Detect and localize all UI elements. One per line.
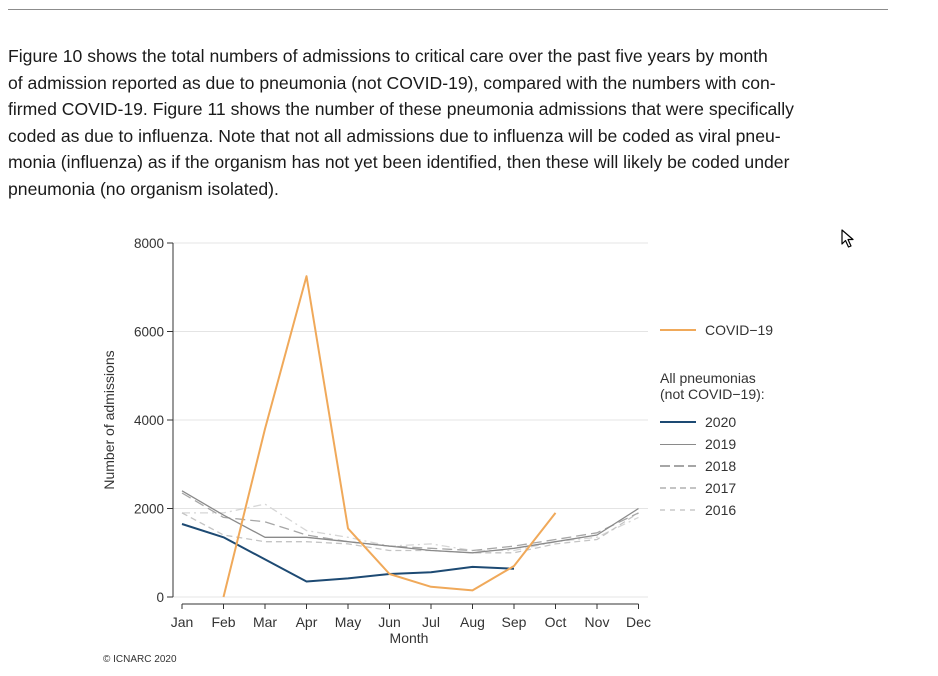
paragraph-line: of admission reported as due to pneumoni…	[8, 72, 776, 93]
x-tick-label: Jun	[378, 614, 401, 630]
chart-axes: 0 2000 4000 6000 8000 Jan Feb Mar Apr May Jun Jul Au…	[101, 236, 651, 646]
y-axis-title: Number of admissions	[101, 350, 117, 489]
legend-label: 2019	[705, 436, 737, 452]
legend-label: 2016	[705, 502, 737, 518]
paragraph-line: monia (influenza) as if the organism has…	[8, 152, 790, 172]
legend-label: 2020	[705, 414, 737, 430]
legend-item-2018: 2018	[660, 457, 736, 475]
legend-label: 2018	[705, 458, 737, 474]
x-tick-label: Feb	[211, 614, 235, 630]
intro-paragraph: Figure 10 shows the total numbers of adm…	[8, 43, 898, 202]
series-line-2016	[182, 503, 639, 552]
x-tick-label: Oct	[545, 614, 567, 630]
series-line-2017	[181, 512, 639, 554]
y-tick-label: 4000	[134, 413, 164, 428]
x-tick-label: Apr	[296, 614, 318, 630]
paragraph-line: firmed COVID-19. Figure 11 shows the num…	[8, 99, 794, 119]
legend-swatch	[660, 487, 696, 489]
paragraph-line: coded as due to influenza. Note that not…	[8, 125, 781, 146]
x-tick-label: Nov	[585, 614, 610, 630]
copyright-credit: © ICNARC 2020	[103, 654, 177, 665]
x-tick-label: May	[335, 614, 361, 630]
legend-item-2016: 2016	[660, 501, 736, 519]
legend-item-2019: 2019	[660, 435, 736, 453]
legend-item-2017: 2017	[660, 479, 736, 497]
legend-swatch	[660, 443, 696, 445]
legend-swatch	[660, 465, 696, 467]
y-tick-label: 0	[156, 590, 164, 605]
legend-group-heading: All pneumonias (not COVID−19):	[660, 370, 765, 402]
x-tick-label: Mar	[253, 614, 277, 630]
series-line-2019	[181, 490, 639, 554]
chart-series	[181, 275, 639, 598]
legend-item-2020: 2020	[660, 413, 736, 431]
x-axis-title: Month	[390, 630, 429, 646]
series-line-covid-19	[222, 275, 557, 598]
legend-item-covid: COVID−19	[660, 321, 773, 339]
top-divider	[8, 9, 888, 10]
x-tick-label: Jan	[171, 614, 194, 630]
mouse-cursor-icon	[841, 229, 854, 248]
x-tick-label: Dec	[626, 614, 651, 630]
chart-grid	[173, 242, 648, 598]
y-tick-label: 6000	[134, 325, 164, 340]
y-tick-label: 8000	[134, 236, 164, 251]
legend-swatch	[660, 329, 696, 331]
paragraph-line: pneumonia (no organism isolated).	[8, 178, 279, 199]
legend-swatch	[660, 509, 696, 511]
paragraph-line: Figure 10 shows the total numbers of adm…	[8, 46, 768, 66]
legend-heading-line: All pneumonias	[660, 370, 756, 386]
x-tick-label: Sep	[502, 614, 527, 630]
y-tick-label: 2000	[134, 502, 164, 517]
legend-swatch	[660, 421, 696, 423]
legend-label: COVID−19	[705, 322, 774, 338]
legend-label: 2017	[705, 480, 737, 496]
x-tick-label: Jul	[422, 614, 440, 630]
legend-heading-line: (not COVID−19):	[660, 386, 765, 402]
series-line-2018	[181, 492, 639, 552]
x-tick-label: Aug	[460, 614, 485, 630]
